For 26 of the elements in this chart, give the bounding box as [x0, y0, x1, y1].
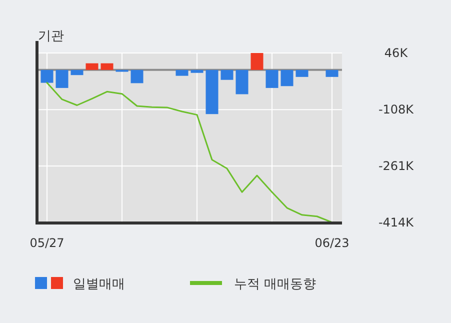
- bar: [296, 70, 308, 77]
- bar: [176, 70, 188, 76]
- bar: [250, 53, 264, 70]
- bar: [86, 63, 98, 70]
- bar: [40, 70, 54, 83]
- line-series: [46, 82, 333, 224]
- bar: [280, 70, 294, 86]
- y-tick-label: -261K: [378, 158, 415, 173]
- bar: [220, 70, 234, 80]
- x-tick-label: 05/27: [30, 236, 64, 250]
- bar: [266, 70, 278, 88]
- y-tick-label: 46K: [384, 46, 409, 60]
- y-tick-label: -414K: [378, 215, 415, 230]
- bar: [206, 70, 218, 114]
- x-tick-label: 06/23: [314, 236, 350, 250]
- bar: [56, 70, 68, 88]
- chart-title: 기관: [38, 29, 64, 44]
- legend-label: 누적 매매동향: [234, 277, 316, 292]
- y-tick-label: -108K: [378, 102, 415, 117]
- legend-label: 일별매매: [73, 277, 125, 292]
- bar: [130, 70, 144, 84]
- bar: [70, 70, 84, 76]
- bar: [190, 70, 204, 73]
- bar: [100, 63, 114, 70]
- bar: [326, 70, 338, 77]
- bar: [236, 70, 248, 94]
